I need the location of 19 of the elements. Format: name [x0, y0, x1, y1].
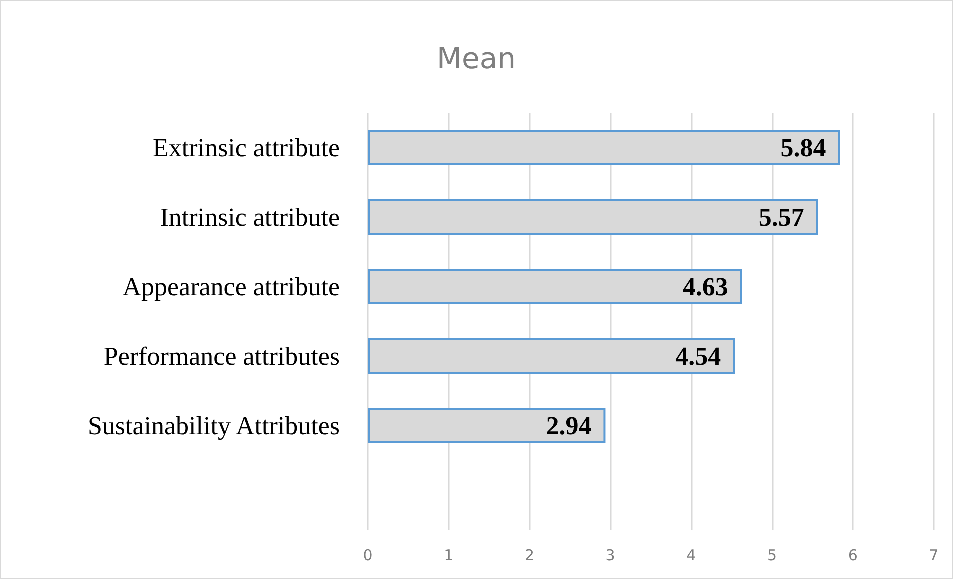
x-tick-label: 6	[848, 546, 858, 564]
data-label: 4.63	[682, 272, 728, 302]
data-label: 5.84	[780, 133, 826, 162]
data-label: 5.57	[758, 202, 804, 232]
y-tick-label: Sustainability Attributes	[88, 411, 340, 440]
y-tick-label: Performance attributes	[104, 342, 340, 371]
data-label: 4.54	[676, 342, 722, 371]
x-tick-label: 2	[524, 546, 534, 564]
x-tick-label: 1	[444, 546, 454, 564]
chart-title: Mean	[436, 42, 516, 76]
x-tick-label: 7	[929, 546, 939, 564]
x-tick-label: 5	[768, 546, 778, 564]
y-tick-label: Appearance attribute	[122, 272, 340, 302]
y-tick-label: Intrinsic attribute	[160, 202, 340, 232]
x-tick-label: 3	[606, 546, 616, 564]
x-tick-label: 0	[363, 546, 373, 564]
x-tick-label: 4	[686, 546, 696, 564]
data-label: 2.94	[546, 411, 592, 440]
y-tick-label: Extrinsic attribute	[152, 133, 340, 162]
